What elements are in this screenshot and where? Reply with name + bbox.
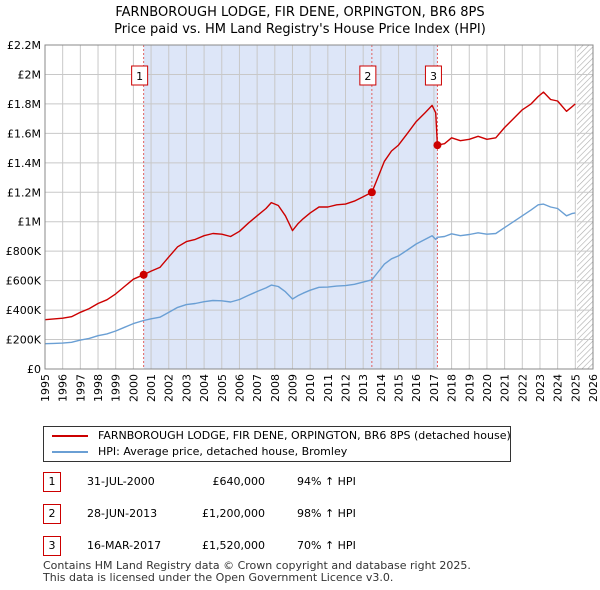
sale-price: £1,200,000 (202, 507, 265, 520)
sale-point (139, 270, 148, 279)
chart-title-line1: FARNBOROUGH LODGE, FIR DENE, ORPINGTON, … (115, 5, 485, 20)
legend-swatch-hpi (52, 451, 88, 453)
sale-badge: 2 (43, 504, 61, 524)
sale-point (433, 141, 442, 150)
x-tick-label: 2000 (127, 374, 140, 402)
footer: Contains HM Land Registry data © Crown c… (43, 560, 471, 584)
sale-point (367, 188, 376, 197)
future-hatch (577, 45, 593, 369)
table-row: 3 16-MAR-2017 £1,520,000 70% ↑ HPI (43, 536, 563, 556)
x-tick-label: 2021 (499, 374, 512, 402)
sale-date: 31-JUL-2000 (87, 475, 155, 488)
table-row: 1 31-JUL-2000 £640,000 94% ↑ HPI (43, 472, 563, 492)
sale-badge: 3 (43, 536, 61, 556)
y-tick-label: £1M (18, 216, 42, 229)
chart-title: FARNBOROUGH LODGE, FIR DENE, ORPINGTON, … (0, 4, 600, 38)
x-tick-label: 1998 (92, 374, 105, 402)
sale-date: 28-JUN-2013 (87, 507, 158, 520)
x-tick-label: 2015 (393, 374, 406, 402)
x-tick-label: 2001 (145, 374, 158, 402)
x-tick-label: 1996 (57, 374, 70, 402)
sale-date: 16-MAR-2017 (87, 539, 162, 552)
legend-swatch-property (52, 435, 88, 437)
x-tick-label: 2008 (269, 374, 282, 402)
sale-badge: 1 (43, 472, 61, 492)
sale-marker-box (131, 65, 149, 86)
x-tick-label: 2011 (322, 374, 335, 402)
x-tick-label: 2003 (180, 374, 193, 402)
x-tick-label: 2026 (587, 374, 600, 402)
hpi-line (44, 203, 576, 345)
x-tick-label: 2010 (304, 374, 317, 402)
x-tick-label: 1999 (110, 374, 123, 402)
chart-title-line2: Price paid vs. HM Land Registry's House … (114, 22, 486, 37)
y-tick-label: £1.4M (7, 157, 41, 170)
y-tick-label: £600K (6, 275, 42, 288)
table-row: 2 28-JUN-2013 £1,200,000 98% ↑ HPI (43, 504, 563, 524)
sale-marker-label: 2 (364, 70, 371, 83)
y-tick-label: £1.8M (7, 98, 41, 111)
legend: FARNBOROUGH LODGE, FIR DENE, ORPINGTON, … (43, 426, 511, 462)
x-tick-label: 2016 (410, 374, 423, 402)
x-tick-label: 2024 (552, 374, 565, 402)
axis-layer: £0 £200K £400K £600K £800K £1M £1.2M £1.4M £1.6M… (6, 39, 600, 402)
y-tick-label: £2.2M (7, 39, 41, 52)
y-tick-label: £2M (18, 68, 42, 81)
sale-hpi-change: 94% ↑ HPI (297, 475, 356, 488)
x-tick-label: 2005 (216, 374, 229, 402)
ownership-band (143, 45, 438, 369)
x-tick-label: 2013 (357, 374, 370, 402)
legend-label-property: FARNBOROUGH LODGE, FIR DENE, ORPINGTON, … (98, 429, 511, 442)
x-tick-label: 2004 (198, 374, 211, 402)
y-tick-label: £200K (6, 334, 42, 347)
legend-label-hpi: HPI: Average price, detached house, Brom… (98, 445, 348, 458)
x-tick-label: 2022 (516, 374, 529, 402)
sale-marker-box (359, 65, 377, 86)
y-tick-label: £800K (6, 245, 42, 258)
sale-point-layer (139, 141, 442, 279)
x-tick-label: 2009 (286, 374, 299, 402)
y-tick-label: £400K (6, 304, 42, 317)
sale-marker-label: 1 (136, 70, 143, 83)
x-tick-label: 1997 (74, 374, 87, 402)
x-tick-label: 2007 (251, 374, 264, 402)
sale-marker-label: 3 (430, 70, 437, 83)
x-tick-label: 2002 (163, 374, 176, 402)
footer-licence: This data is licensed under the Open Gov… (43, 571, 394, 584)
x-tick-label: 2019 (463, 374, 476, 402)
x-tick-label: 2023 (534, 374, 547, 402)
legend-item-hpi: HPI: Average price, detached house, Brom… (44, 444, 508, 460)
y-tick-label: £1.2M (7, 186, 41, 199)
x-tick-label: 2025 (569, 374, 582, 402)
x-tick-label: 2017 (428, 374, 441, 402)
sale-price: £640,000 (212, 475, 266, 488)
footer-copyright: Contains HM Land Registry data © Crown c… (43, 559, 471, 572)
x-tick-label: 2006 (233, 374, 246, 402)
band-layer (143, 45, 593, 369)
sale-hpi-change: 98% ↑ HPI (297, 507, 356, 520)
x-tick-label: 2020 (481, 374, 494, 402)
x-tick-label: 2014 (375, 374, 388, 402)
sale-marker-layer: 1 2 3 (131, 45, 442, 369)
plot-frame (44, 44, 594, 370)
x-tick-label: 1995 (39, 374, 52, 402)
legend-item-property: FARNBOROUGH LODGE, FIR DENE, ORPINGTON, … (44, 428, 511, 444)
sale-marker-box (424, 65, 442, 86)
sale-hpi-change: 70% ↑ HPI (297, 539, 356, 552)
x-tick-label: 2012 (340, 374, 353, 402)
sale-price: £1,520,000 (202, 539, 265, 552)
y-tick-label: £0 (27, 363, 41, 376)
x-tick-label: 2018 (446, 374, 459, 402)
y-tick-label: £1.6M (7, 127, 41, 140)
